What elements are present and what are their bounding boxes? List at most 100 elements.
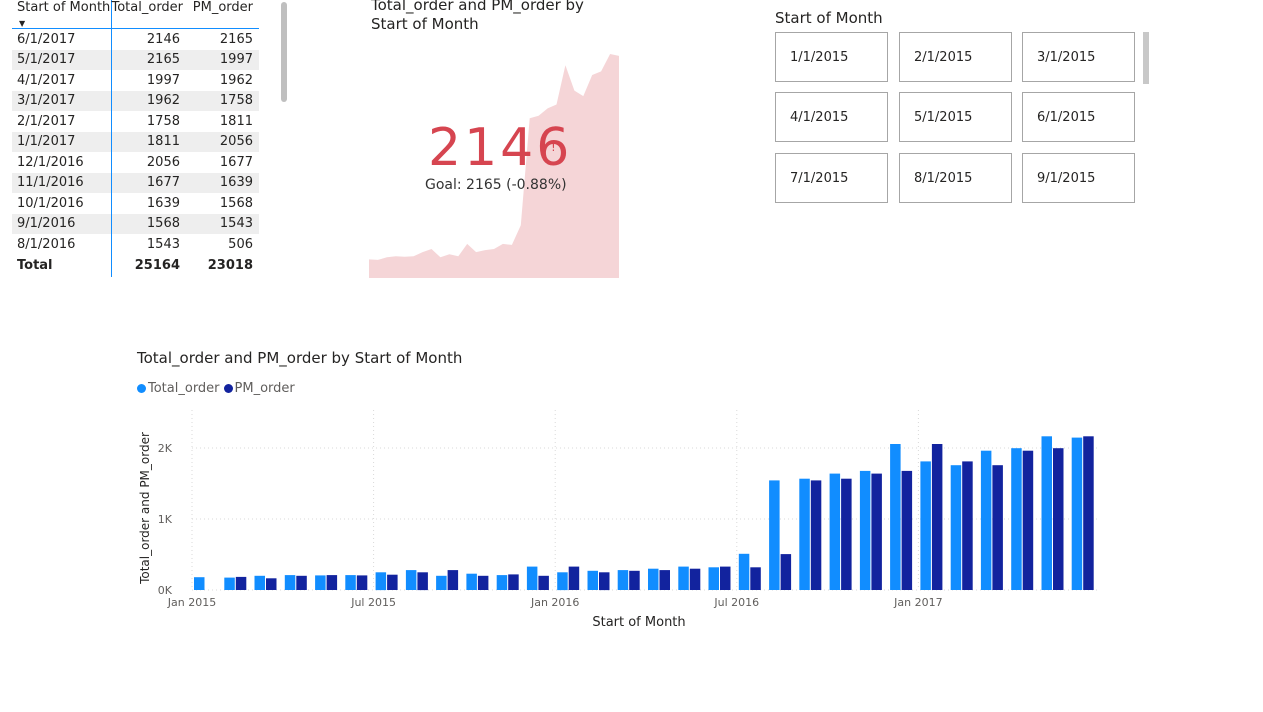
bar-total-order[interactable] — [466, 573, 477, 590]
bar-total-order[interactable] — [1071, 437, 1083, 590]
bar-total-order[interactable] — [315, 575, 326, 590]
cell-pm-order: 1811 — [219, 113, 253, 129]
table-row[interactable]: 12/1/2016 2056 1677 — [12, 152, 259, 173]
table-row[interactable]: 10/1/2016 1639 1568 — [12, 193, 259, 214]
cell-pm-order: 1677 — [219, 154, 253, 170]
bar-pm-order[interactable] — [901, 470, 913, 590]
bar-total-order[interactable] — [496, 575, 508, 590]
table-row[interactable]: 2/1/2017 1758 1811 — [12, 111, 259, 132]
bar-total-order[interactable] — [284, 575, 296, 590]
bar-pm-order[interactable] — [689, 568, 701, 590]
bar-pm-order[interactable] — [1053, 448, 1064, 590]
slicer-scrollbar[interactable] — [1143, 32, 1149, 84]
bar-total-order[interactable] — [738, 553, 750, 590]
bar-total-order[interactable] — [224, 577, 235, 590]
bar-total-order[interactable] — [526, 566, 538, 590]
bar-pm-order[interactable] — [417, 572, 428, 591]
bar-pm-order[interactable] — [447, 570, 459, 590]
total-cell: 25164 — [134, 258, 180, 273]
bar-total-order[interactable] — [920, 461, 931, 590]
bar-pm-order[interactable] — [1022, 450, 1034, 590]
bar-total-order[interactable] — [890, 444, 901, 590]
y-tick-label: 2K — [158, 442, 173, 455]
slicer-tile[interactable]: 4/1/2015 — [775, 92, 888, 142]
bar-total-order[interactable] — [587, 570, 599, 590]
x-axis-title: Start of Month — [592, 615, 685, 630]
table-row[interactable]: 6/1/2017 2146 2165 — [12, 28, 259, 50]
bar-total-order[interactable] — [980, 450, 992, 590]
legend-dot-icon — [223, 384, 233, 393]
bar-pm-order[interactable] — [810, 480, 822, 590]
bar-pm-order[interactable] — [477, 575, 489, 590]
bar-pm-order[interactable] — [1083, 436, 1094, 590]
cell-total-order: 1568 — [111, 213, 186, 234]
column-header-pm-order[interactable]: PM_order — [192, 0, 253, 15]
legend-item-total-order[interactable]: Total_order — [137, 381, 220, 396]
bar-total-order[interactable] — [648, 568, 659, 590]
bar-pm-order[interactable] — [326, 575, 338, 590]
slicer-tile[interactable]: 7/1/2015 — [775, 153, 888, 203]
bar-pm-order[interactable] — [568, 566, 580, 590]
slicer-tile[interactable]: 6/1/2015 — [1022, 92, 1135, 142]
bar-pm-order[interactable] — [356, 575, 368, 590]
cell-pm-order: 1997 — [186, 49, 259, 70]
bar-total-order[interactable] — [829, 473, 841, 590]
slicer-tile[interactable]: 3/1/2015 — [1022, 32, 1135, 82]
bar-pm-order[interactable] — [962, 461, 973, 590]
bar-total-order[interactable] — [708, 567, 720, 590]
bar-pm-order[interactable] — [659, 570, 671, 590]
bar-total-order[interactable] — [194, 577, 205, 590]
cell-start-of-month: 9/1/2016 — [12, 213, 112, 234]
bar-pm-order[interactable] — [841, 478, 852, 590]
bar-total-order[interactable] — [769, 480, 780, 590]
slicer-tile[interactable]: 2/1/2015 — [899, 32, 1012, 82]
bar-pm-order[interactable] — [235, 576, 247, 590]
slicer-tile[interactable]: 8/1/2015 — [899, 153, 1012, 203]
bar-pm-order[interactable] — [508, 574, 519, 590]
bar-total-order[interactable] — [799, 478, 810, 590]
bar-pm-order[interactable] — [387, 574, 398, 590]
legend-item-pm-order[interactable]: PM_order — [223, 381, 295, 396]
bar-total-order[interactable] — [617, 570, 629, 590]
table-row[interactable]: 1/1/2017 1811 2056 — [12, 131, 259, 152]
table-row[interactable]: 9/1/2016 1568 1543 — [12, 213, 259, 234]
cell-pm-order: 506 — [228, 236, 253, 252]
bar-total-order[interactable] — [436, 575, 447, 590]
table-row[interactable]: 11/1/2016 1677 1639 — [12, 172, 259, 193]
bar-pm-order[interactable] — [750, 567, 761, 590]
bar-pm-order[interactable] — [629, 570, 640, 590]
column-header-start-of-month[interactable]: Start of Month — [12, 0, 112, 29]
bar-total-order[interactable] — [405, 570, 417, 590]
cell-pm-order: 1962 — [219, 72, 253, 88]
cell-total-order: 1962 — [111, 90, 186, 111]
table-row[interactable]: 4/1/2017 1997 1962 — [12, 70, 259, 91]
slicer-tile[interactable]: 1/1/2015 — [775, 32, 888, 82]
bar-total-order[interactable] — [1041, 436, 1053, 590]
table-row[interactable]: 8/1/2016 1543 506 — [12, 234, 259, 255]
bar-pm-order[interactable] — [720, 566, 731, 590]
bar-total-order[interactable] — [1011, 448, 1022, 590]
bar-total-order[interactable] — [678, 566, 689, 590]
bar-total-order[interactable] — [254, 575, 266, 590]
table-row[interactable]: 3/1/2017 1962 1758 — [12, 90, 259, 111]
bar-pm-order[interactable] — [931, 444, 943, 590]
slicer-tile[interactable]: 9/1/2015 — [1022, 153, 1135, 203]
sort-descending-icon[interactable]: ▼ — [19, 19, 26, 28]
bar-pm-order[interactable] — [296, 575, 307, 590]
table-row[interactable]: 5/1/2017 2165 1997 — [12, 49, 259, 70]
slicer-tile[interactable]: 5/1/2015 — [899, 92, 1012, 142]
bar-total-order[interactable] — [859, 470, 871, 590]
column-header-total-order[interactable]: Total_order — [111, 0, 184, 15]
bar-pm-order[interactable] — [992, 465, 1003, 590]
bar-pm-order[interactable] — [538, 575, 549, 590]
bar-pm-order[interactable] — [599, 572, 610, 591]
bar-total-order[interactable] — [557, 572, 568, 591]
table-scrollbar[interactable] — [281, 2, 287, 102]
bar-pm-order[interactable] — [871, 473, 882, 590]
cell-total-order: 2165 — [111, 49, 186, 70]
bar-pm-order[interactable] — [780, 554, 792, 590]
bar-pm-order[interactable] — [266, 578, 277, 590]
bar-total-order[interactable] — [375, 572, 387, 591]
bar-total-order[interactable] — [345, 575, 356, 590]
bar-total-order[interactable] — [950, 465, 962, 590]
